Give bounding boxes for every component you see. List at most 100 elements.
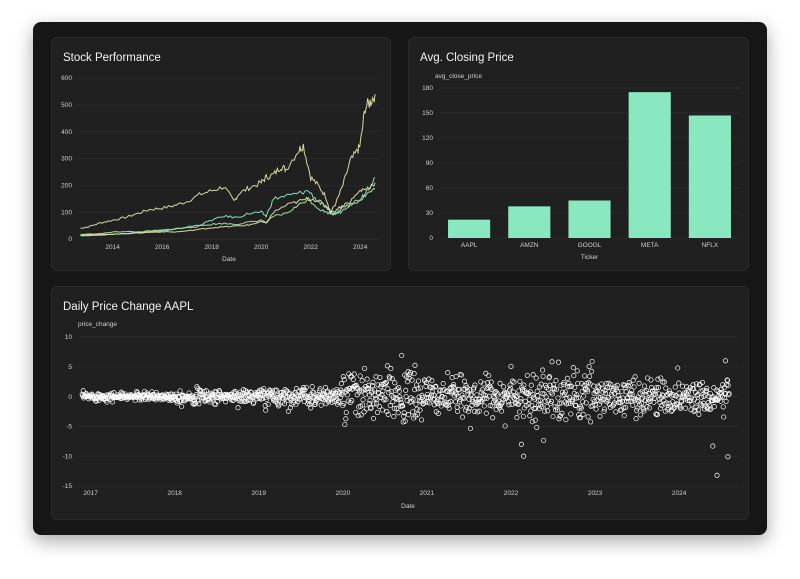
data-point [467, 425, 473, 432]
data-point [657, 405, 663, 412]
data-point [490, 415, 496, 421]
data-point [461, 378, 468, 384]
data-point [668, 408, 674, 415]
data-point [275, 401, 281, 407]
data-point [521, 382, 527, 388]
data-point [388, 366, 394, 372]
data-point [552, 407, 559, 413]
daily-price-change-panel: Daily Price Change AAPL price_change -15 -… [51, 286, 749, 520]
stock-performance-chart[interactable]: 0 100 200 300 400 500 600 2014 2016 2018 2020 2022 2… [52, 38, 392, 272]
data-point [593, 406, 599, 412]
y-tick-label: 180 [422, 85, 433, 92]
data-point [646, 405, 653, 411]
data-point [697, 401, 703, 407]
data-point [582, 373, 588, 379]
data-point [398, 400, 404, 406]
data-point [403, 387, 409, 393]
data-point [287, 405, 293, 411]
data-point [476, 408, 482, 414]
x-tick-label: 2018 [167, 490, 182, 497]
data-point [671, 405, 677, 411]
data-point [570, 365, 576, 371]
data-point [391, 414, 397, 420]
data-point [661, 379, 667, 385]
data-point [595, 394, 602, 400]
data-point [419, 392, 425, 398]
data-point [560, 382, 566, 388]
data-point [725, 382, 731, 388]
x-tick-label: 2020 [336, 490, 351, 497]
data-point [705, 400, 711, 406]
data-point [465, 408, 472, 415]
data-point [507, 382, 513, 388]
data-point [667, 390, 673, 396]
data-point [536, 402, 542, 408]
data-point [707, 407, 713, 413]
data-point [393, 395, 399, 401]
data-point [411, 371, 417, 377]
data-point [195, 386, 201, 392]
data-point [376, 403, 382, 409]
data-point [324, 388, 331, 394]
data-point [608, 381, 614, 388]
data-point [368, 405, 374, 411]
y-tick-label: 0 [68, 236, 72, 243]
data-point [548, 398, 555, 404]
data-point [671, 405, 677, 411]
data-point [203, 388, 209, 394]
data-point [108, 390, 114, 396]
data-point [523, 403, 529, 409]
x-tick-label: NFLX [702, 242, 719, 249]
data-point [557, 413, 564, 419]
data-point [592, 398, 598, 404]
data-point [607, 404, 613, 410]
data-point [601, 408, 607, 415]
series-line [80, 182, 376, 236]
series-line [80, 187, 376, 235]
data-point [371, 401, 377, 407]
data-point [336, 390, 342, 396]
data-point [391, 405, 397, 411]
data-point [449, 390, 455, 396]
daily-price-change-chart[interactable]: price_change -15 -10 -5 0 5 10 2017 2018 2019 2020… [52, 287, 750, 521]
data-point [571, 390, 577, 396]
data-point [196, 401, 202, 407]
data-point [195, 398, 201, 404]
data-point [499, 400, 505, 406]
data-point [643, 392, 649, 398]
data-point [491, 395, 497, 401]
avg-closing-price-chart[interactable]: avg_close_price 0 30 60 90 120 150 180 AAPL AMZN G… [409, 38, 750, 272]
data-point [349, 398, 355, 404]
y-tick-label: 100 [61, 209, 72, 216]
data-point [547, 382, 553, 388]
data-point [638, 412, 644, 418]
data-point [556, 400, 563, 406]
data-point [714, 472, 720, 478]
bar-amzn [508, 206, 551, 238]
data-point [401, 410, 407, 416]
dashboard-frame: Stock Performance 0 100 200 300 400 500 600 201… [33, 22, 767, 535]
data-point [580, 399, 586, 405]
data-point [506, 402, 512, 408]
data-point [655, 384, 661, 390]
data-point [526, 401, 532, 407]
data-point [350, 376, 356, 382]
data-point [653, 385, 659, 391]
data-point [556, 416, 562, 422]
data-point [481, 403, 487, 409]
x-tick-label: 2022 [303, 244, 318, 251]
data-point [518, 396, 524, 402]
data-point [389, 376, 395, 382]
data-point [690, 386, 697, 392]
data-point [545, 408, 551, 414]
data-point [693, 381, 700, 387]
data-point [558, 400, 564, 406]
data-point [532, 417, 538, 423]
data-point [507, 385, 514, 391]
data-point [513, 394, 519, 400]
data-point [472, 382, 478, 388]
data-point [341, 400, 347, 406]
data-point [704, 385, 710, 391]
data-point [609, 393, 615, 399]
y-tick-label: 0 [68, 394, 72, 401]
